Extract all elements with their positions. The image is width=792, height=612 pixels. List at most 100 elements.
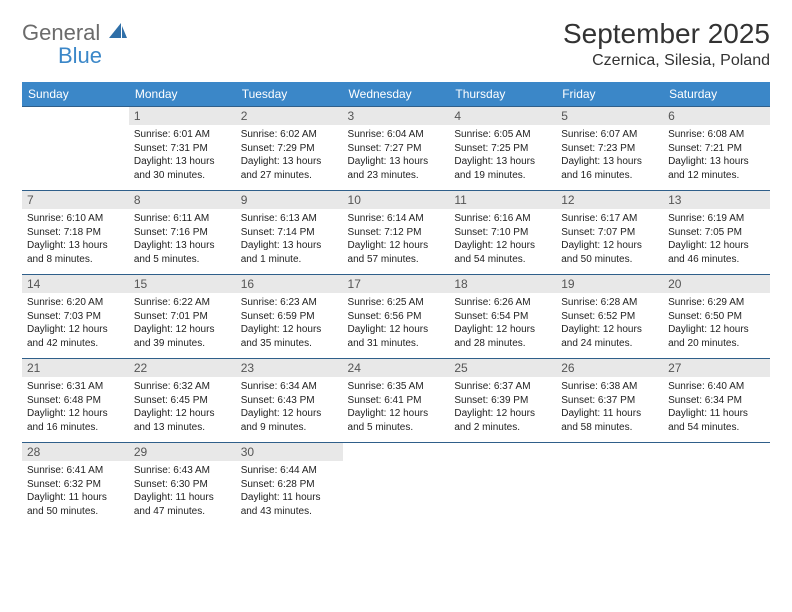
day-header-cell: Friday [556, 82, 663, 107]
day-cell [449, 443, 556, 527]
daylight-text: Daylight: 13 hours and 5 minutes. [134, 239, 231, 266]
sunrise-text: Sunrise: 6:11 AM [134, 212, 231, 226]
sunrise-text: Sunrise: 6:16 AM [454, 212, 551, 226]
day-body: Sunrise: 6:35 AMSunset: 6:41 PMDaylight:… [343, 377, 450, 436]
day-cell: 12Sunrise: 6:17 AMSunset: 7:07 PMDayligh… [556, 191, 663, 275]
week-row: 28Sunrise: 6:41 AMSunset: 6:32 PMDayligh… [22, 443, 770, 527]
sunrise-text: Sunrise: 6:20 AM [27, 296, 124, 310]
daylight-text: Daylight: 13 hours and 12 minutes. [668, 155, 765, 182]
daylight-text: Daylight: 12 hours and 39 minutes. [134, 323, 231, 350]
day-cell: 21Sunrise: 6:31 AMSunset: 6:48 PMDayligh… [22, 359, 129, 443]
sunrise-text: Sunrise: 6:32 AM [134, 380, 231, 394]
daylight-text: Daylight: 12 hours and 42 minutes. [27, 323, 124, 350]
calendar-table: Sunday Monday Tuesday Wednesday Thursday… [22, 82, 770, 527]
day-cell: 16Sunrise: 6:23 AMSunset: 6:59 PMDayligh… [236, 275, 343, 359]
day-header-row: Sunday Monday Tuesday Wednesday Thursday… [22, 82, 770, 107]
sunrise-text: Sunrise: 6:37 AM [454, 380, 551, 394]
day-body: Sunrise: 6:10 AMSunset: 7:18 PMDaylight:… [22, 209, 129, 268]
daylight-text: Daylight: 11 hours and 47 minutes. [134, 491, 231, 518]
day-number: 7 [22, 191, 129, 209]
daylight-text: Daylight: 13 hours and 1 minute. [241, 239, 338, 266]
daylight-text: Daylight: 13 hours and 30 minutes. [134, 155, 231, 182]
day-number: 4 [449, 107, 556, 125]
day-body: Sunrise: 6:14 AMSunset: 7:12 PMDaylight:… [343, 209, 450, 268]
daylight-text: Daylight: 12 hours and 13 minutes. [134, 407, 231, 434]
sunrise-text: Sunrise: 6:05 AM [454, 128, 551, 142]
day-number: 20 [663, 275, 770, 293]
sunrise-text: Sunrise: 6:01 AM [134, 128, 231, 142]
daylight-text: Daylight: 12 hours and 57 minutes. [348, 239, 445, 266]
day-number: 24 [343, 359, 450, 377]
day-header-cell: Saturday [663, 82, 770, 107]
day-body: Sunrise: 6:22 AMSunset: 7:01 PMDaylight:… [129, 293, 236, 352]
sunset-text: Sunset: 7:14 PM [241, 226, 338, 240]
sunset-text: Sunset: 6:37 PM [561, 394, 658, 408]
day-cell: 24Sunrise: 6:35 AMSunset: 6:41 PMDayligh… [343, 359, 450, 443]
daylight-text: Daylight: 12 hours and 16 minutes. [27, 407, 124, 434]
day-cell: 26Sunrise: 6:38 AMSunset: 6:37 PMDayligh… [556, 359, 663, 443]
day-body: Sunrise: 6:01 AMSunset: 7:31 PMDaylight:… [129, 125, 236, 184]
day-body: Sunrise: 6:17 AMSunset: 7:07 PMDaylight:… [556, 209, 663, 268]
day-number: 23 [236, 359, 343, 377]
sunset-text: Sunset: 7:01 PM [134, 310, 231, 324]
day-cell: 15Sunrise: 6:22 AMSunset: 7:01 PMDayligh… [129, 275, 236, 359]
sunset-text: Sunset: 6:45 PM [134, 394, 231, 408]
day-number: 9 [236, 191, 343, 209]
logo: General Blue [22, 18, 128, 67]
day-cell [663, 443, 770, 527]
title-block: September 2025 Czernica, Silesia, Poland [563, 18, 770, 70]
sunset-text: Sunset: 6:30 PM [134, 478, 231, 492]
sunrise-text: Sunrise: 6:44 AM [241, 464, 338, 478]
day-body: Sunrise: 6:31 AMSunset: 6:48 PMDaylight:… [22, 377, 129, 436]
day-number: 8 [129, 191, 236, 209]
sunset-text: Sunset: 6:43 PM [241, 394, 338, 408]
sunset-text: Sunset: 6:41 PM [348, 394, 445, 408]
daylight-text: Daylight: 12 hours and 5 minutes. [348, 407, 445, 434]
day-body: Sunrise: 6:41 AMSunset: 6:32 PMDaylight:… [22, 461, 129, 520]
sunrise-text: Sunrise: 6:22 AM [134, 296, 231, 310]
day-cell: 29 Sunrise: 6:43 AMSunset: 6:30 PMDayligh… [129, 443, 236, 527]
sunset-text: Sunset: 7:29 PM [241, 142, 338, 156]
daylight-text: Daylight: 11 hours and 54 minutes. [668, 407, 765, 434]
day-number: 19 [556, 275, 663, 293]
day-body: Sunrise: 6:37 AMSunset: 6:39 PMDaylight:… [449, 377, 556, 436]
day-cell: 22Sunrise: 6:32 AMSunset: 6:45 PMDayligh… [129, 359, 236, 443]
sunset-text: Sunset: 7:31 PM [134, 142, 231, 156]
title-month: September 2025 [563, 18, 770, 50]
title-location: Czernica, Silesia, Poland [563, 52, 770, 70]
day-body: Sunrise: 6:38 AMSunset: 6:37 PMDaylight:… [556, 377, 663, 436]
sunrise-text: Sunrise: 6:07 AM [561, 128, 658, 142]
sunset-text: Sunset: 6:48 PM [27, 394, 124, 408]
day-number: 29 [129, 443, 236, 461]
sunrise-text: Sunrise: 6:43 AM [134, 464, 231, 478]
sunrise-text: Sunrise: 6:10 AM [27, 212, 124, 226]
daylight-text: Daylight: 13 hours and 27 minutes. [241, 155, 338, 182]
daylight-text: Daylight: 12 hours and 20 minutes. [668, 323, 765, 350]
day-cell: 30Sunrise: 6:44 AMSunset: 6:28 PMDayligh… [236, 443, 343, 527]
day-body: Sunrise: 6:23 AMSunset: 6:59 PMDaylight:… [236, 293, 343, 352]
day-header-cell: Thursday [449, 82, 556, 107]
day-cell: 17Sunrise: 6:25 AMSunset: 6:56 PMDayligh… [343, 275, 450, 359]
week-row: 21Sunrise: 6:31 AMSunset: 6:48 PMDayligh… [22, 359, 770, 443]
sunset-text: Sunset: 6:52 PM [561, 310, 658, 324]
day-body: Sunrise: 6:20 AMSunset: 7:03 PMDaylight:… [22, 293, 129, 352]
daylight-text: Daylight: 11 hours and 50 minutes. [27, 491, 124, 518]
day-cell: 23 Sunrise: 6:34 AMSunset: 6:43 PMDayligh… [236, 359, 343, 443]
day-body: Sunrise: 6:08 AMSunset: 7:21 PMDaylight:… [663, 125, 770, 184]
day-number: 17 [343, 275, 450, 293]
daylight-text: Daylight: 12 hours and 2 minutes. [454, 407, 551, 434]
sunrise-text: Sunrise: 6:34 AM [241, 380, 338, 394]
day-number: 14 [22, 275, 129, 293]
sunset-text: Sunset: 7:27 PM [348, 142, 445, 156]
day-number: 27 [663, 359, 770, 377]
sunset-text: Sunset: 7:07 PM [561, 226, 658, 240]
daylight-text: Daylight: 12 hours and 46 minutes. [668, 239, 765, 266]
day-number: 1 [129, 107, 236, 125]
sunrise-text: Sunrise: 6:13 AM [241, 212, 338, 226]
sunrise-text: Sunrise: 6:19 AM [668, 212, 765, 226]
sunset-text: Sunset: 7:05 PM [668, 226, 765, 240]
sunrise-text: Sunrise: 6:23 AM [241, 296, 338, 310]
sunset-text: Sunset: 6:54 PM [454, 310, 551, 324]
daylight-text: Daylight: 12 hours and 9 minutes. [241, 407, 338, 434]
day-body: Sunrise: 6:26 AMSunset: 6:54 PMDaylight:… [449, 293, 556, 352]
